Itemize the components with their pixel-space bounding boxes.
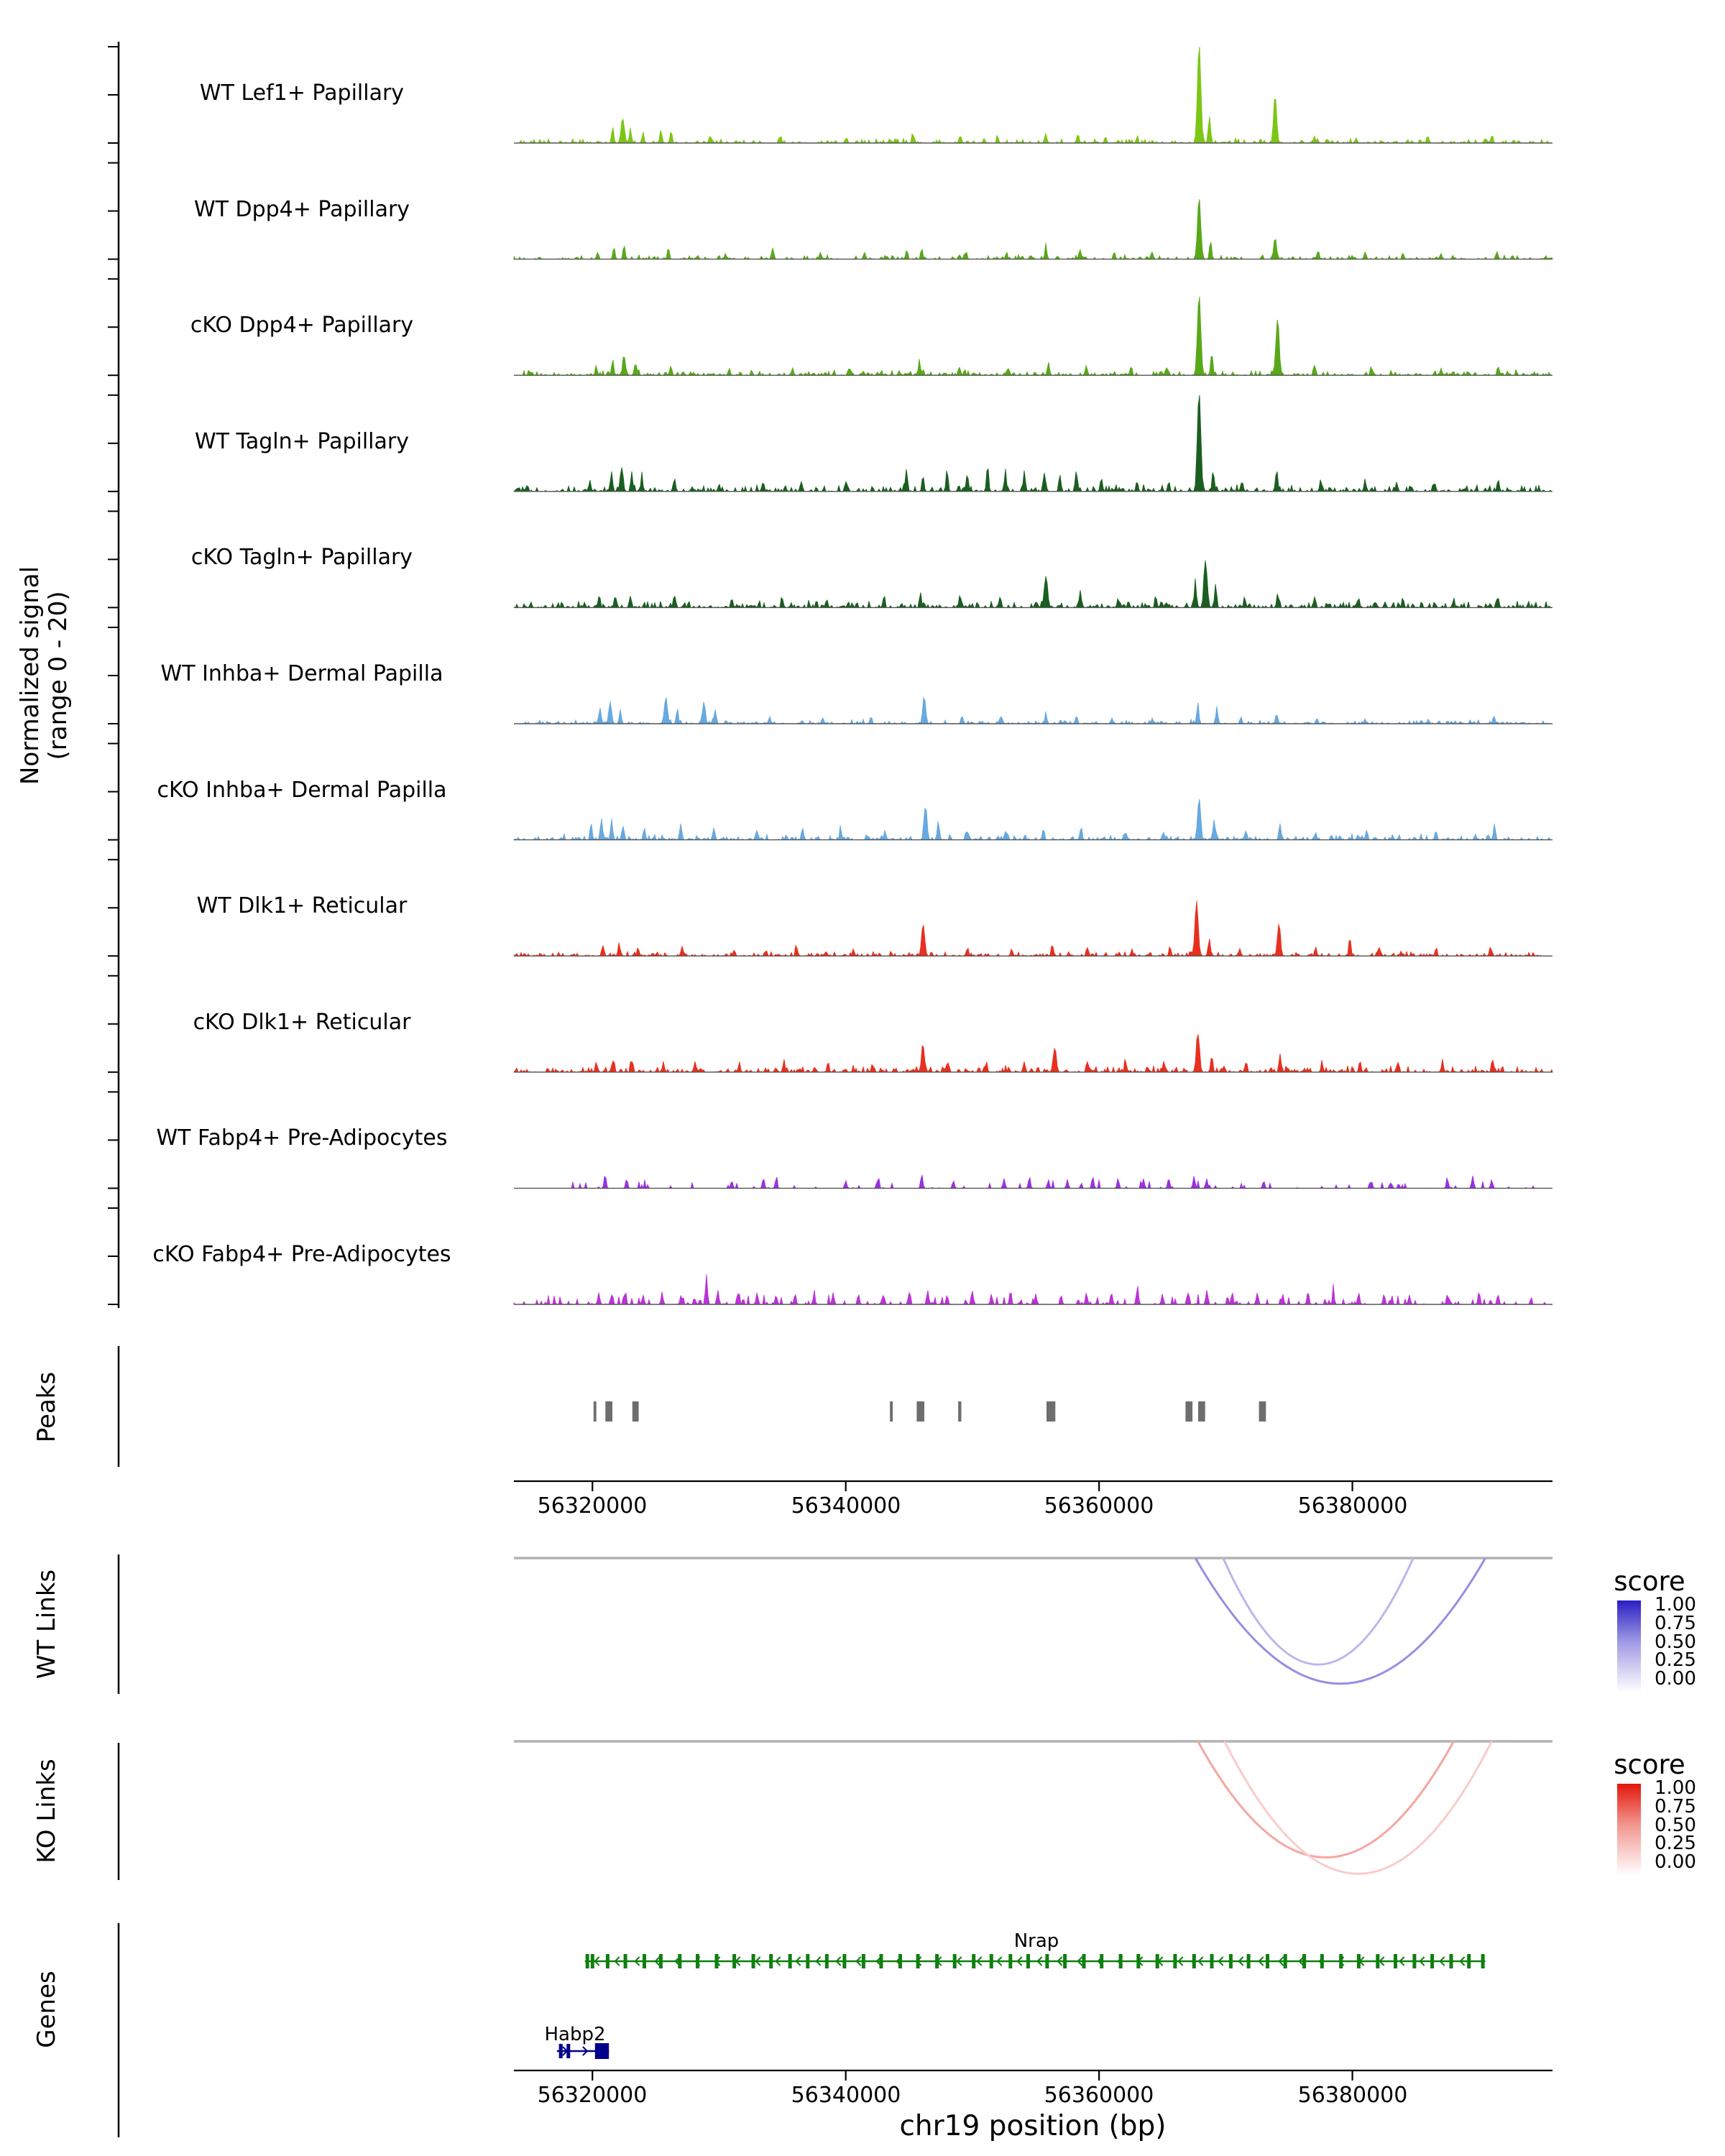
peaks-track [593, 1401, 1266, 1422]
genes-section-label: Genes [32, 1971, 61, 2048]
signal-axis-title: Normalized signal (range 0 - 20) [16, 453, 73, 898]
signal-axis-title-line1: Normalized signal [16, 566, 45, 786]
legend-tick-label: 0.00 [1655, 1668, 1696, 1690]
track-label-cko-inhba: cKO Inhba+ Dermal Papilla [157, 778, 447, 803]
track-label-wt-dlk1: WT Dlk1+ Reticular [196, 893, 408, 918]
gene-label-nrap: Nrap [1013, 1930, 1059, 1952]
legend-tick-label: 0.75 [1655, 1612, 1696, 1634]
legend-tick-label: 0.50 [1655, 1631, 1696, 1653]
x-axis-title: chr19 position (bp) [899, 2110, 1167, 2142]
signal-axis-title-line2: (range 0 - 20) [44, 591, 73, 760]
links-arcs [514, 1557, 1552, 1875]
wt-links-section-label: WT Links [32, 1569, 61, 1680]
track-label-wt-dpp4: WT Dpp4+ Papillary [193, 197, 410, 222]
bottom-axis-tick-label: 56320000 [537, 2083, 648, 2108]
peaks-axis-tick-label: 56360000 [1044, 1493, 1154, 1519]
track-label-wt-tagln: WT Tagln+ Papillary [195, 429, 409, 454]
wt-legend-title: score [1614, 1566, 1685, 1597]
bottom-axis-tick-label: 56380000 [1297, 2083, 1408, 2108]
ko-links-score-legend: score 1.00 0.75 0.50 0.25 0.00 [1603, 1739, 1725, 1919]
ko-links-section-label: KO Links [32, 1759, 61, 1864]
ko-score-gradient-bar [1617, 1784, 1641, 1876]
coverage-tracks [512, 46, 1553, 1306]
legend-tick-label: 0.75 [1655, 1795, 1696, 1818]
legend-tick-label: 0.50 [1655, 1814, 1696, 1836]
bottom-axis-tick-label: 56360000 [1044, 2083, 1154, 2108]
peaks-section-label: Peaks [32, 1371, 61, 1443]
ko-legend-tick-labels: 1.00 0.75 0.50 0.25 0.00 [1655, 1779, 1696, 1872]
track-label-wt-inhba: WT Inhba+ Dermal Papilla [160, 661, 443, 686]
wt-legend-tick-labels: 1.00 0.75 0.50 0.25 0.00 [1655, 1594, 1696, 1690]
wt-score-gradient-bar [1617, 1600, 1641, 1692]
ko-legend-title: score [1614, 1749, 1685, 1780]
peaks-axis-tick-label: 56340000 [791, 1493, 901, 1519]
legend-tick-label: 1.00 [1655, 1777, 1696, 1799]
track-label-cko-fabp4: cKO Fabp4+ Pre-Adipocytes [152, 1242, 451, 1267]
legend-tick-label: 1.00 [1655, 1594, 1696, 1616]
legend-tick-label: 0.25 [1655, 1649, 1696, 1672]
wt-links-score-legend: score 1.00 0.75 0.50 0.25 0.00 [1603, 1556, 1725, 1736]
peaks-axis-tick-label: 56380000 [1297, 1493, 1408, 1519]
gene-label-habp2: Habp2 [544, 2024, 606, 2045]
track-label-wt-fabp4: WT Fabp4+ Pre-Adipocytes [156, 1125, 448, 1151]
track-label-cko-dpp4: cKO Dpp4+ Papillary [190, 313, 414, 338]
legend-tick-label: 0.25 [1655, 1833, 1696, 1855]
track-label-wt-lef1: WT Lef1+ Papillary [199, 80, 405, 106]
bottom-axis-tick-label: 56340000 [791, 2083, 901, 2108]
section-brackets [108, 42, 120, 2137]
track-label-cko-dlk1: cKO Dlk1+ Reticular [193, 1010, 411, 1035]
peaks-axis-tick-label: 56320000 [537, 1493, 648, 1519]
genomic-axes [514, 1480, 1552, 2081]
gene-models [556, 1954, 1486, 2059]
track-label-cko-tagln: cKO Tagln+ Papillary [190, 545, 413, 570]
legend-tick-label: 0.00 [1655, 1851, 1696, 1874]
